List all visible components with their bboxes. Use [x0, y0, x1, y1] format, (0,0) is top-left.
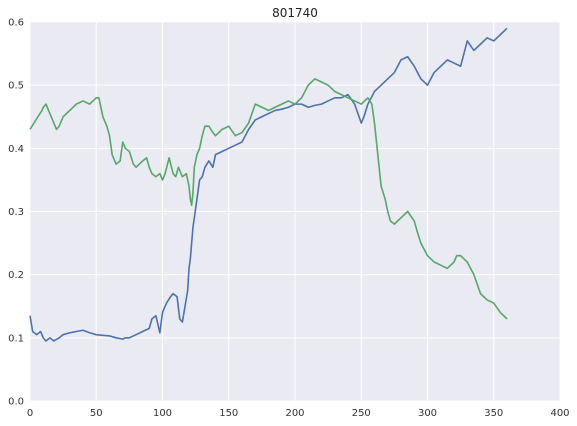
y-tick-label: 0.0 [8, 397, 24, 408]
y-tick-label: 0.3 [8, 207, 24, 218]
y-axis-ticks: 0.0 0.1 0.2 0.3 0.4 0.5 0.6 [8, 18, 24, 408]
y-tick-label: 0.4 [8, 144, 24, 155]
chart-title: 801740 [272, 6, 318, 20]
gridlines [29, 21, 561, 402]
x-tick-label: 200 [285, 408, 304, 419]
x-axis-ticks: 0 50 100 150 200 250 300 350 400 [27, 408, 570, 419]
x-tick-label: 250 [352, 408, 371, 419]
x-tick-label: 0 [27, 408, 33, 419]
x-tick-label: 150 [219, 408, 238, 419]
x-tick-label: 300 [418, 408, 437, 419]
x-tick-label: 100 [153, 408, 172, 419]
series-line-1 [29, 27, 508, 342]
series-layer [29, 27, 508, 342]
x-tick-label: 50 [90, 408, 103, 419]
y-tick-label: 0.6 [8, 18, 24, 29]
y-tick-label: 0.1 [8, 333, 24, 344]
x-tick-label: 350 [484, 408, 503, 419]
series-line-2 [29, 78, 508, 320]
x-tick-label: 400 [550, 408, 569, 419]
y-tick-label: 0.5 [8, 81, 24, 92]
y-tick-label: 0.2 [8, 270, 24, 281]
